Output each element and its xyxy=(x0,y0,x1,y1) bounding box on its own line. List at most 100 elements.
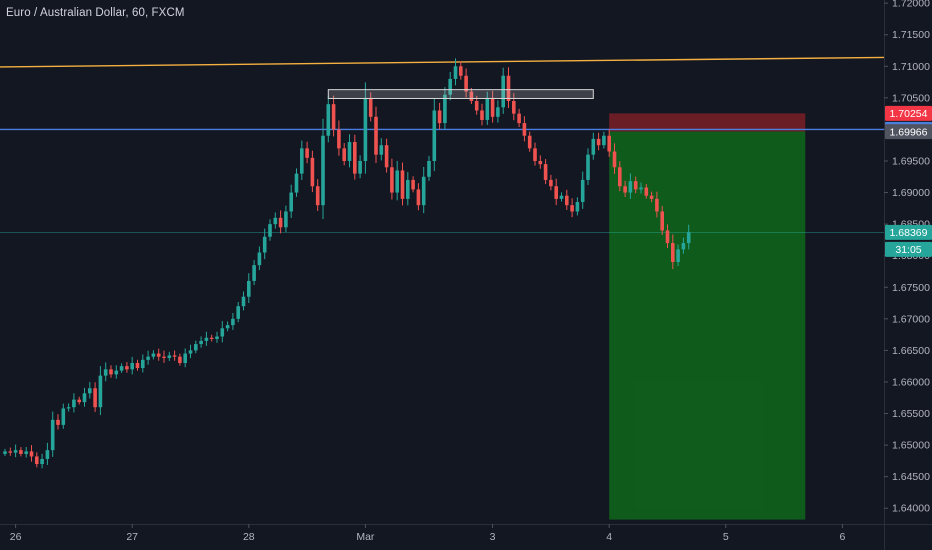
candle xyxy=(342,143,346,166)
candle xyxy=(61,403,66,429)
candle-body xyxy=(35,456,39,465)
price-tag: 1.70254 xyxy=(885,105,932,121)
candle-body xyxy=(384,145,389,168)
candle xyxy=(554,178,558,206)
candle xyxy=(13,444,18,458)
candle-body xyxy=(231,318,235,326)
candle-body xyxy=(464,75,468,92)
candle-body xyxy=(628,181,633,193)
candle xyxy=(172,350,177,361)
price-tick-label: 1.70500 xyxy=(892,92,930,104)
candle-body xyxy=(416,189,421,206)
candle xyxy=(469,87,474,104)
candle-body xyxy=(411,179,415,190)
candle xyxy=(437,102,442,130)
candle-body xyxy=(77,399,81,403)
price-tag: 1.69966 xyxy=(885,124,932,140)
candle-body xyxy=(151,353,156,357)
candle xyxy=(575,197,580,216)
candle xyxy=(644,184,649,199)
candle xyxy=(660,205,664,236)
price-tick-label: 1.69000 xyxy=(892,187,930,199)
candle xyxy=(480,103,484,126)
candle xyxy=(50,411,55,457)
candle-body xyxy=(665,230,670,244)
candle-body xyxy=(114,370,119,375)
candle xyxy=(390,158,394,200)
candle xyxy=(676,244,680,267)
candle xyxy=(411,176,415,193)
candle-body xyxy=(538,160,543,165)
candle-body xyxy=(45,450,50,459)
candle-body xyxy=(506,75,511,102)
candle xyxy=(315,179,320,211)
candle xyxy=(162,350,166,363)
candle-body xyxy=(305,148,309,158)
candle xyxy=(310,150,315,193)
candle xyxy=(474,95,479,115)
candle xyxy=(188,344,193,359)
candle-body xyxy=(247,280,251,297)
time-tick-label: 26 xyxy=(10,531,22,543)
price-tick-label: 1.65000 xyxy=(892,440,930,452)
candle xyxy=(289,184,293,218)
candle xyxy=(485,91,490,125)
candle-body xyxy=(437,110,442,124)
candle-body xyxy=(331,104,336,130)
candle xyxy=(459,61,463,80)
candle xyxy=(379,138,384,161)
candle-body xyxy=(570,205,574,212)
candle xyxy=(602,131,606,149)
candle xyxy=(384,138,389,173)
candle-body xyxy=(3,451,7,454)
candle xyxy=(156,348,161,361)
candle-body xyxy=(289,192,293,212)
candle xyxy=(204,331,209,346)
supply-zone-box xyxy=(327,89,594,99)
candle xyxy=(331,95,336,137)
candle-body xyxy=(469,91,474,102)
candle-body xyxy=(474,101,479,111)
candle xyxy=(40,453,44,469)
candle xyxy=(533,142,537,166)
candle xyxy=(618,161,622,192)
candle xyxy=(655,191,659,218)
candle xyxy=(527,131,532,152)
risk-zone xyxy=(609,113,806,132)
candle-body xyxy=(337,129,341,149)
candle xyxy=(29,445,34,462)
candle xyxy=(496,100,500,123)
candle-body xyxy=(13,450,18,453)
candle-body xyxy=(565,195,569,206)
candle xyxy=(125,362,129,373)
candle-body xyxy=(194,344,198,351)
candle xyxy=(400,162,405,206)
candle xyxy=(141,354,145,373)
time-tick-label: 3 xyxy=(490,531,496,543)
candle xyxy=(671,234,675,270)
candle-body xyxy=(676,249,680,262)
candle-body xyxy=(512,101,516,114)
candle xyxy=(77,396,81,405)
candle-body xyxy=(8,451,13,453)
symbol-title[interactable]: Euro / Australian Dollar, 60, FXCM xyxy=(6,7,185,19)
candle-body xyxy=(167,355,172,358)
price-tag-bg xyxy=(885,105,932,121)
candle-body xyxy=(485,97,490,120)
candle xyxy=(82,387,87,407)
candle-body xyxy=(220,328,225,337)
candle-body xyxy=(347,142,352,161)
price-tag-bg xyxy=(885,241,932,257)
candle-body xyxy=(268,224,272,237)
price-tick-label: 1.67000 xyxy=(892,313,930,325)
price-tag-label: 1.69966 xyxy=(890,126,928,138)
time-tick-label: Mar xyxy=(356,531,375,543)
candle xyxy=(119,363,124,373)
candle xyxy=(649,191,654,203)
candle xyxy=(612,143,617,174)
time-axis: 26 27 28 Mar 3 4 5 6 xyxy=(10,524,845,543)
candle xyxy=(98,366,103,416)
